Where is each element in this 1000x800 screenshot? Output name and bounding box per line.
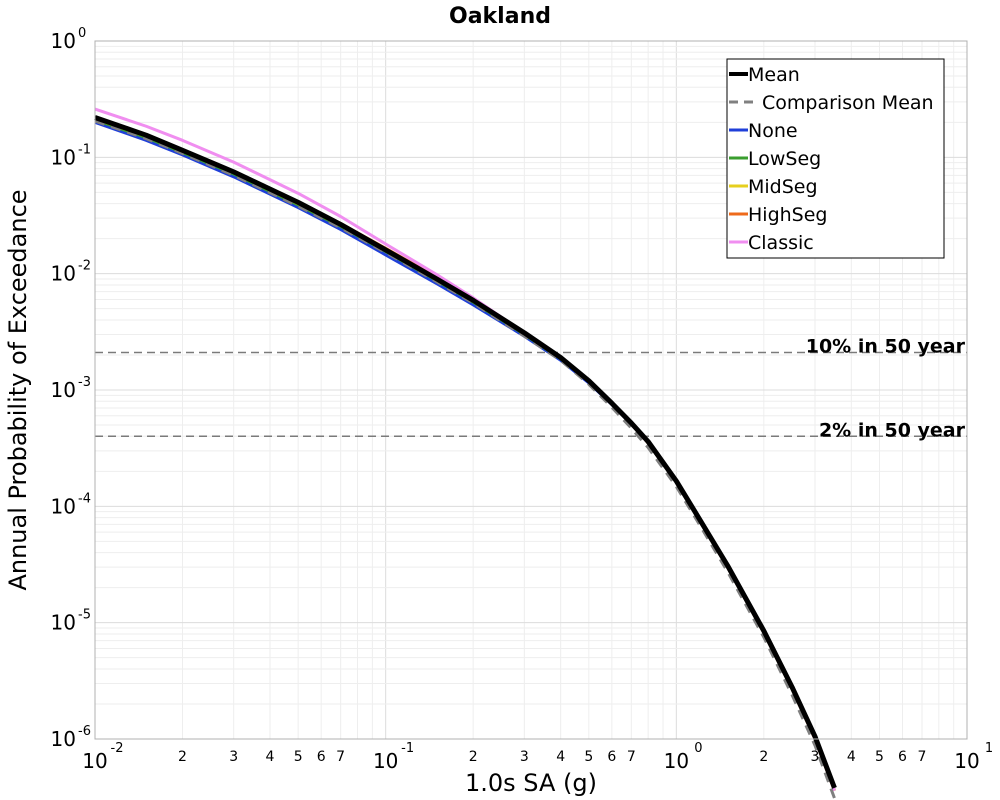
x-minor-tick-label: 3 [520, 749, 529, 765]
legend: Mean Comparison Mean None LowSeg MidSeg HighS… [726, 58, 945, 259]
series-line-comparison-mean [94, 119, 836, 799]
x-tick-label: 10 [82, 749, 107, 773]
y-tick-label: 10 [51, 145, 76, 169]
reference-lines: 10% in 50 year 2% in 50 year [95, 336, 967, 441]
legend-entries: Mean Comparison Mean None LowSeg MidSeg HighS… [729, 64, 934, 254]
legend-box [726, 58, 945, 259]
legend-label-classic: Classic [748, 232, 814, 254]
x-minor-tick-label: 4 [266, 749, 275, 765]
x-minor-tick-label: 5 [584, 749, 593, 765]
y-tick-exponent: -3 [78, 375, 91, 390]
legend-label-none: None [748, 120, 798, 142]
legend-label-comparison-mean: Comparison Mean [762, 92, 934, 114]
x-minor-tick-label: 5 [875, 749, 884, 765]
y-tick-label: 10 [51, 727, 76, 751]
y-tick-label: 10 [51, 378, 76, 402]
series-line-mean [94, 115, 837, 789]
reference-line-label: 10% in 50 year [806, 336, 966, 358]
legend-label-midseg: MidSeg [748, 176, 818, 198]
y-tick-exponent: 0 [78, 26, 86, 41]
x-minor-tick-label: 4 [556, 749, 565, 765]
x-minor-tick-label: 7 [918, 749, 927, 765]
y-tick-exponent: -5 [78, 608, 91, 623]
x-tick-label: 10 [664, 749, 689, 773]
grid-lines [94, 41, 967, 740]
x-minor-tick-label: 4 [847, 749, 856, 765]
x-minor-tick-label: 3 [811, 749, 820, 765]
x-axis-title: 1.0s SA (g) [465, 769, 597, 797]
y-tick-exponent: -2 [78, 259, 91, 274]
x-tick-label: 10 [373, 749, 398, 773]
x-tick-exponent: -1 [401, 741, 414, 756]
x-minor-tick-label: 2 [759, 749, 768, 765]
reference-line-label: 2% in 50 year [819, 419, 966, 441]
x-minor-tick-label: 6 [607, 749, 616, 765]
y-tick-exponent: -4 [78, 491, 91, 506]
legend-label-highseg: HighSeg [748, 204, 827, 226]
y-tick-exponent: -6 [78, 724, 91, 739]
x-minor-tick-label: 5 [294, 749, 303, 765]
x-minor-tick-label: 7 [627, 749, 636, 765]
x-tick-exponent: 1 [985, 741, 993, 756]
x-minor-tick-label: 2 [178, 749, 187, 765]
x-tick-exponent: 0 [694, 741, 702, 756]
x-minor-tick-label: 3 [229, 749, 238, 765]
series-lines [94, 107, 837, 799]
x-minor-tick-label: 6 [317, 749, 326, 765]
y-tick-label: 10 [51, 494, 76, 518]
y-tick-exponent: -1 [78, 142, 91, 157]
x-minor-tick-label: 6 [898, 749, 907, 765]
y-tick-label: 10 [51, 29, 76, 53]
y-tick-label: 10 [51, 611, 76, 635]
plot-frame [94, 40, 968, 740]
x-minor-tick-label: 7 [336, 749, 345, 765]
legend-label-mean: Mean [748, 64, 800, 86]
x-minor-tick-label: 2 [469, 749, 478, 765]
x-tick-label: 10 [954, 749, 979, 773]
chart-title: Oakland [449, 4, 551, 29]
y-axis-title: Annual Probability of Exceedance [4, 189, 32, 590]
x-tick-exponent: -2 [111, 741, 124, 756]
y-tick-label: 10 [51, 262, 76, 286]
legend-label-lowseg: LowSeg [748, 148, 821, 170]
